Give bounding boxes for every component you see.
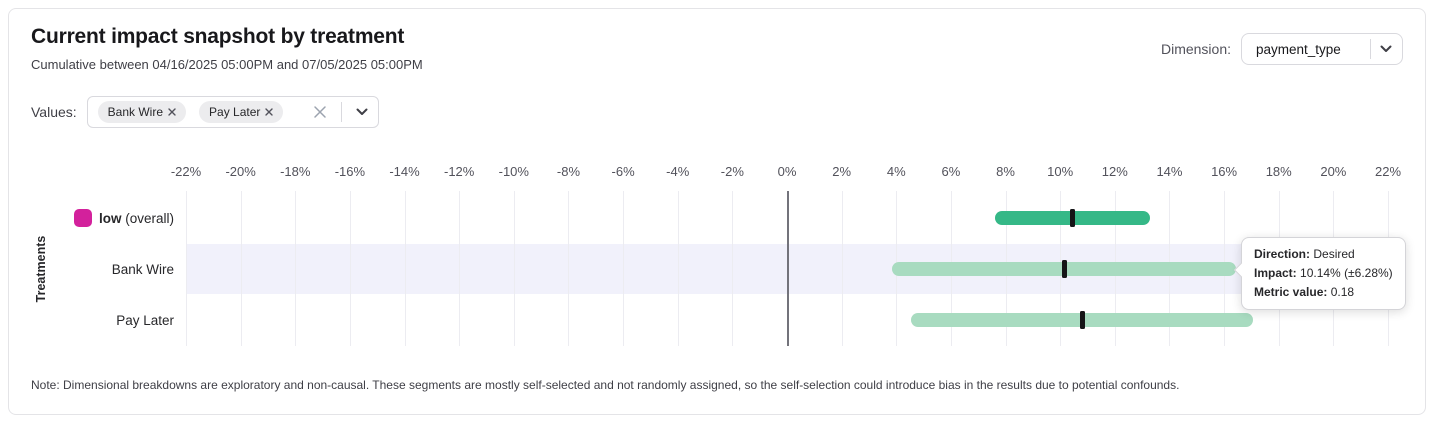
x-axis-tick-label: -8% [556, 164, 581, 179]
gridline [841, 191, 843, 346]
chip-label: Pay Later [209, 105, 261, 119]
gridline [513, 191, 515, 346]
chevron-down-icon[interactable] [1380, 45, 1392, 53]
chevron-down-icon[interactable] [356, 108, 368, 116]
chip-label: Bank Wire [107, 105, 164, 119]
zero-line [787, 191, 789, 346]
x-axis-tick-label: 4% [886, 164, 906, 179]
values-filter: Values: Bank Wire Pay Later [31, 96, 380, 128]
page-title: Current impact snapshot by treatment [31, 25, 405, 48]
bar-tooltip: Direction: Desired Impact: 10.14% (±6.28… [1233, 237, 1406, 310]
gridline [404, 191, 406, 346]
legend-swatch [73, 209, 92, 227]
select-divider [1370, 39, 1371, 59]
impact-snapshot-card: Current impact snapshot by treatment Cum… [8, 8, 1426, 415]
x-axis-tick-label: 2% [832, 164, 852, 179]
x-axis-tick-label: -6% [611, 164, 635, 179]
dimension-control: Dimension: payment_type [1161, 33, 1403, 65]
gridline [459, 191, 461, 346]
tooltip-row-impact: Impact: 10.14% (±6.28%) [1254, 266, 1393, 280]
x-axis-tick-label: 22% [1374, 164, 1402, 179]
x-axis-tick-label: 14% [1156, 164, 1183, 179]
footnote: Note: Dimensional breakdowns are explora… [31, 378, 1180, 392]
x-axis-tick-label: 6% [941, 164, 961, 179]
gridline [677, 191, 679, 346]
impact-center-tick [1061, 260, 1067, 278]
select-divider [341, 102, 343, 122]
x-axis-tick-label: 18% [1265, 164, 1292, 179]
x-axis-tick-label: -2% [720, 164, 744, 179]
x-axis-tick-label: -20% [225, 164, 256, 179]
clear-values-icon[interactable] [313, 105, 327, 119]
x-axis-tick-label: 20% [1320, 164, 1347, 179]
x-axis-tick-label: 16% [1211, 164, 1238, 179]
x-axis-tick-label: -16% [334, 164, 366, 179]
x-axis-tick-label: 8% [996, 164, 1015, 179]
gridline [186, 191, 187, 346]
dimension-label: Dimension: [1160, 41, 1231, 57]
x-axis-tick-label: -10% [498, 164, 529, 179]
dimension-select[interactable]: payment_type [1241, 33, 1403, 65]
row-label-text: Bank Wire [111, 261, 174, 277]
tooltip-row-direction: Direction: Desired [1254, 247, 1355, 261]
tooltip-row-metric: Metric value: 0.18 [1254, 285, 1355, 299]
impact-center-tick [1069, 209, 1075, 227]
row-label: Pay Later [9, 310, 174, 330]
impact-chart: Treatments Direction: Desired Impact: 10… [9, 151, 1427, 363]
values-label: Values: [31, 104, 77, 120]
chips-container: Bank Wire Pay Later [97, 101, 284, 123]
x-axis-tick-label: -12% [443, 164, 475, 179]
x-axis-tick-label: -18% [280, 164, 311, 179]
x-axis-tick-label: 12% [1101, 164, 1128, 179]
x-axis-tick-label: -14% [389, 164, 420, 179]
gridline [349, 191, 351, 346]
row-label-text: low (overall) [98, 210, 174, 226]
chip-remove-icon[interactable] [265, 108, 274, 116]
gridline [295, 191, 297, 346]
gridline [240, 191, 242, 346]
x-axis-tick-label: 10% [1047, 164, 1074, 179]
row-label: low (overall) [9, 208, 174, 228]
gridline [568, 191, 570, 346]
row-label-text: Pay Later [116, 312, 174, 328]
row-label: Bank Wire [9, 259, 174, 279]
chip-remove-icon[interactable] [168, 108, 176, 116]
gridline [623, 191, 625, 346]
gridline [732, 191, 734, 346]
chip-bank-wire[interactable]: Bank Wire [97, 101, 187, 123]
x-axis-tick-label: 0% [777, 164, 797, 179]
x-axis-tick-label: -4% [666, 164, 690, 179]
date-range-subtitle: Cumulative between 04/16/2025 05:00PM an… [31, 57, 423, 72]
x-axis-tick-label: -22% [170, 164, 202, 179]
values-multiselect[interactable]: Bank Wire Pay Later [86, 96, 380, 128]
impact-center-tick [1079, 311, 1085, 329]
dimension-selected-value: payment_type [1256, 41, 1341, 57]
chip-pay-later[interactable]: Pay Later [199, 101, 284, 123]
